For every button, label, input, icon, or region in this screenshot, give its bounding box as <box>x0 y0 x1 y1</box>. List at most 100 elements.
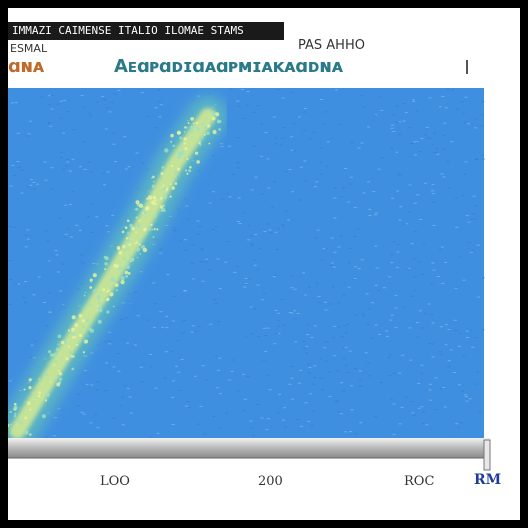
texture-cell <box>76 405 80 407</box>
texture-cell <box>66 111 69 113</box>
texture-cell <box>422 422 425 424</box>
texture-cell <box>334 401 338 403</box>
ridge-point <box>190 135 193 139</box>
texture-cell <box>467 221 471 223</box>
texture-cell <box>288 383 292 385</box>
texture-cell <box>402 306 406 308</box>
texture-cell <box>61 263 65 265</box>
texture-cell <box>78 166 82 168</box>
texture-cell <box>133 344 137 346</box>
chart-title: IMMAZI CAIMENSE ITALIO ILOMAE STAMS <box>8 22 284 40</box>
texture-cell <box>256 105 260 107</box>
ridge-point <box>135 207 139 211</box>
texture-cell <box>191 325 195 327</box>
texture-cell <box>416 336 420 338</box>
texture-cell <box>14 284 18 285</box>
texture-cell <box>104 341 108 342</box>
texture-cell <box>431 356 435 358</box>
texture-cell <box>421 273 425 275</box>
texture-cell <box>339 235 343 237</box>
texture-cell <box>215 355 218 357</box>
texture-cell <box>353 314 357 316</box>
ridge-point <box>128 243 132 246</box>
texture-cell <box>317 295 321 297</box>
texture-cell <box>228 196 232 198</box>
ridge-point <box>8 423 10 428</box>
texture-cell <box>471 249 475 251</box>
texture-cell <box>129 302 133 304</box>
ridge-point <box>52 352 58 358</box>
ridge-point <box>64 340 68 344</box>
texture-cell <box>390 127 394 129</box>
texture-cell <box>391 197 395 199</box>
texture-cell <box>245 335 249 337</box>
texture-cell <box>54 417 58 419</box>
ridge-point <box>135 231 137 234</box>
ridge-point <box>180 149 185 154</box>
texture-cell <box>89 171 93 173</box>
texture-cell <box>425 389 428 391</box>
ridge-point <box>120 280 125 285</box>
texture-cell <box>215 302 218 304</box>
texture-cell <box>454 286 458 288</box>
texture-cell <box>24 246 28 248</box>
ridge-point <box>201 136 204 139</box>
texture-cell <box>280 298 284 300</box>
ridge-point <box>179 136 183 140</box>
texture-cell <box>396 244 400 246</box>
ridge-point <box>23 388 26 391</box>
texture-cell <box>453 319 457 321</box>
ridge-point <box>135 200 140 205</box>
texture-cell <box>135 152 139 154</box>
texture-cell <box>282 127 286 128</box>
texture-cell <box>247 278 251 280</box>
texture-cell <box>105 225 109 227</box>
texture-cell <box>50 95 54 96</box>
texture-cell <box>333 355 337 357</box>
ridge-point <box>57 343 60 346</box>
ridge-point <box>145 206 150 211</box>
texture-cell <box>112 366 116 368</box>
texture-cell <box>358 370 362 372</box>
texture-cell <box>367 126 370 128</box>
texture-cell <box>76 393 80 395</box>
texture-cell <box>324 360 328 362</box>
texture-cell <box>309 393 312 395</box>
texture-cell <box>247 239 251 241</box>
ridge-point <box>49 366 52 368</box>
ridge-point <box>10 423 12 426</box>
texture-cell <box>284 426 287 428</box>
texture-cell <box>208 269 212 270</box>
texture-cell <box>256 284 260 286</box>
texture-cell <box>274 143 278 145</box>
texture-cell <box>273 276 276 278</box>
texture-cell <box>438 249 442 251</box>
texture-cell <box>197 423 201 425</box>
texture-cell <box>70 236 73 238</box>
texture-cell <box>127 166 131 168</box>
texture-cell <box>113 93 117 95</box>
texture-cell <box>47 292 51 294</box>
texture-cell <box>335 400 339 402</box>
ridge-point <box>177 151 180 154</box>
ridge-point <box>116 246 121 250</box>
texture-cell <box>447 366 450 368</box>
texture-cell <box>9 185 13 187</box>
texture-cell <box>117 370 121 372</box>
texture-cell <box>266 327 270 329</box>
texture-cell <box>338 123 342 125</box>
texture-cell <box>277 312 281 314</box>
texture-cell <box>114 161 117 163</box>
texture-cell <box>412 99 415 101</box>
ridge-point <box>71 332 76 337</box>
ridge-point <box>85 305 88 308</box>
texture-cell <box>146 319 150 321</box>
texture-cell <box>236 137 240 138</box>
texture-cell <box>472 213 476 215</box>
ridge-point <box>154 198 157 202</box>
texture-cell <box>55 103 59 105</box>
ridge-point <box>76 343 79 346</box>
texture-cell <box>249 306 253 308</box>
ridge-point <box>186 172 189 175</box>
texture-cell <box>63 100 67 101</box>
